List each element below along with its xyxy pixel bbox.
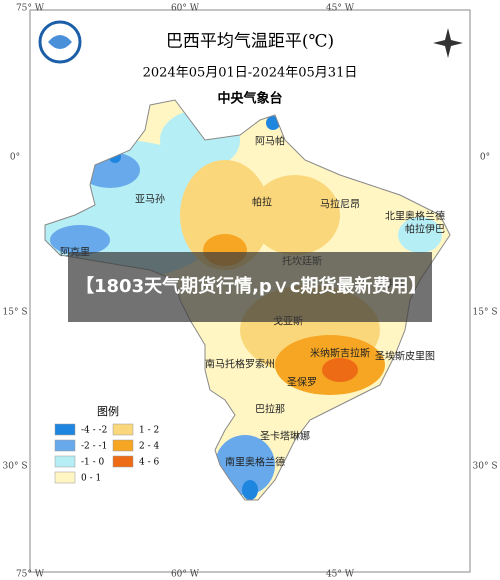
region-label: 米纳斯吉拉斯 — [310, 347, 370, 360]
region-label: 北里奥格兰德 — [385, 210, 445, 223]
legend-label: -4 - -2 — [81, 426, 107, 436]
map-source: 中央气象台 — [217, 91, 282, 107]
legend-label: 1 - 2 — [139, 426, 159, 436]
region-label: 南里奥格兰德 — [225, 456, 285, 469]
latitude-label: 15° S — [473, 308, 498, 318]
region-label: 阿马帕 — [255, 135, 285, 148]
legend-label: -1 - 0 — [81, 458, 105, 468]
latitude-label: 15° S — [3, 308, 28, 318]
latitude-label: 0° — [10, 153, 20, 163]
region-label: 圣卡塔琳娜 — [260, 430, 310, 443]
region-label: 帕拉 — [252, 196, 272, 209]
latitude-label: 30° S — [473, 462, 498, 472]
legend-swatch — [112, 439, 134, 452]
compass — [433, 28, 463, 58]
region-label: 巴拉那 — [255, 403, 285, 416]
legend-swatch — [112, 423, 134, 436]
legend-swatch — [54, 471, 76, 484]
longitude-label: 75° W — [16, 4, 45, 14]
legend-swatch — [54, 455, 76, 468]
region-label: 马拉尼昂 — [320, 198, 360, 211]
legend: 图例 -4 - -2 -2 - -1 -1 - 0 0 - 1 1 - 2 2 - 4 4 … — [54, 404, 159, 484]
legend-swatch — [54, 423, 76, 436]
region-label: 南马托格罗索州 — [205, 358, 275, 371]
region-label: 帕拉伊巴 — [405, 223, 445, 236]
legend-label: 4 - 6 — [139, 458, 159, 468]
banner: 【1803天气期货行情,pｖc期货最新费用】 — [68, 252, 432, 322]
latitude-label: 0° — [480, 153, 490, 163]
legend-label: 2 - 4 — [139, 442, 159, 452]
legend-label: 0 - 1 — [81, 474, 101, 484]
latitude-label: 30° S — [3, 462, 28, 472]
longitude-label: 75° W — [16, 570, 45, 580]
legend-title: 图例 — [97, 404, 119, 418]
longitude-label: 60° W — [171, 570, 200, 580]
region-label: 圣埃斯皮里图 — [375, 350, 435, 363]
region-label: 亚马孙 — [135, 193, 165, 206]
longitude-label: 45° W — [326, 570, 355, 580]
longitude-label: 45° W — [326, 4, 355, 14]
map-title: 巴西平均气温距平(℃) — [166, 32, 334, 52]
longitude-label: 60° W — [171, 4, 200, 14]
map-frame — [29, 9, 471, 573]
legend-swatch — [54, 439, 76, 452]
legend-swatch — [112, 455, 134, 468]
map-subtitle: 2024年05月01日-2024年05月31日 — [143, 66, 358, 81]
region-label: 圣保罗 — [287, 376, 317, 389]
logo-mark — [48, 35, 72, 49]
legend-label: -2 - -1 — [81, 442, 107, 452]
